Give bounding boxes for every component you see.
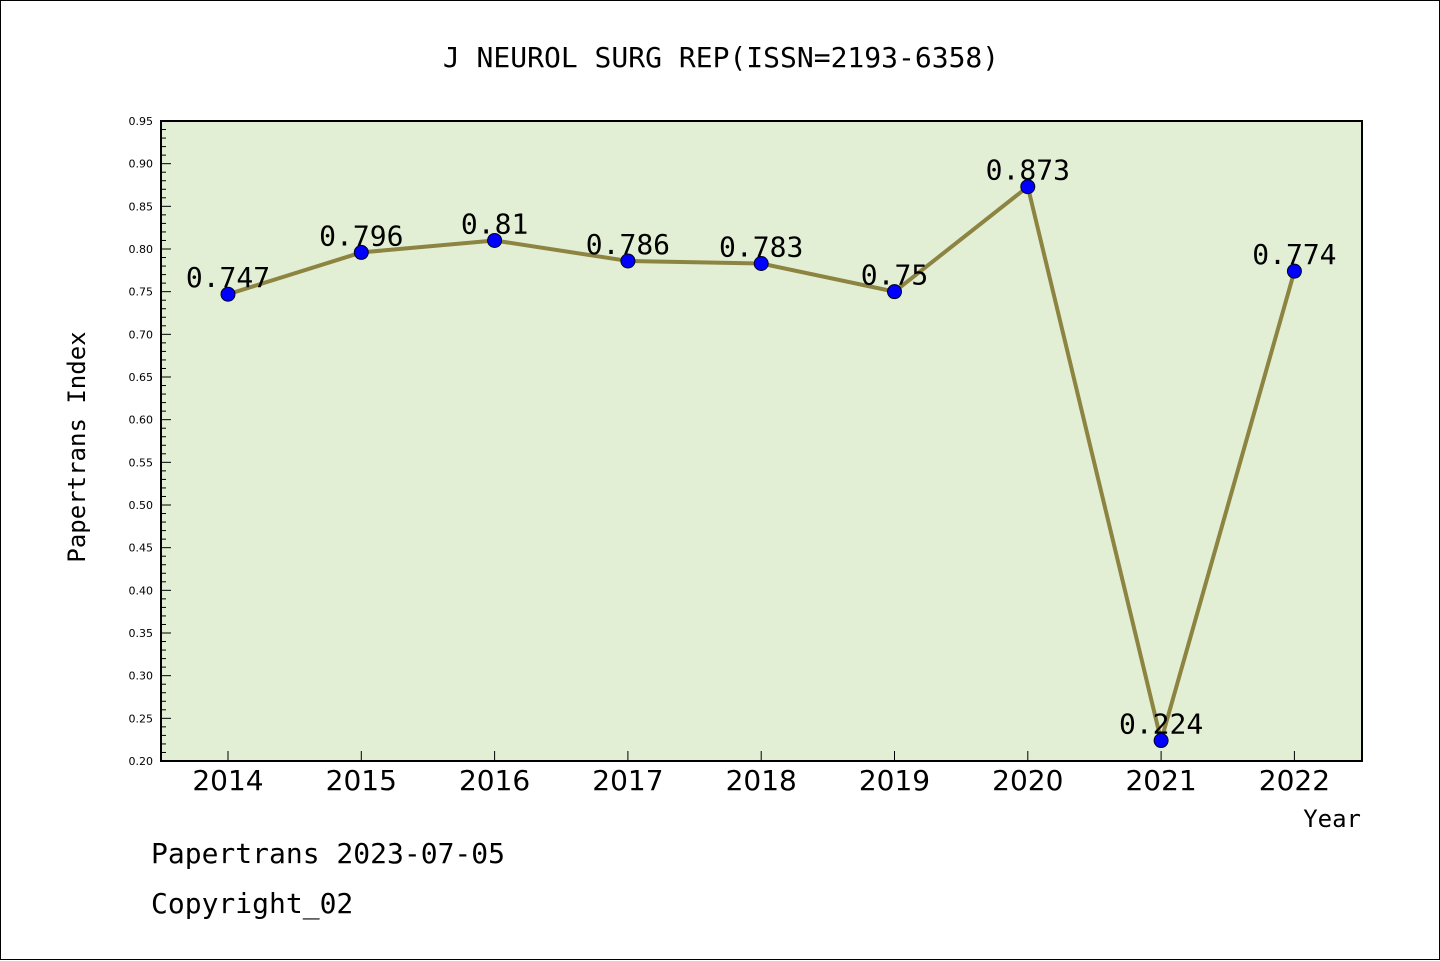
y-tick-label: 0.70 [129,328,154,341]
y-tick-label: 0.50 [129,499,154,512]
x-tick-label: 2018 [726,764,797,797]
plot-area [160,120,1363,762]
y-axis: 0.20 0.25 0.30 0.35 0.40 0.45 0.50 0.55 0.60 0.65… [129,115,171,768]
x-tick-label: 2019 [859,764,930,797]
y-tick-label: 0.35 [129,627,154,640]
y-tick-label: 0.45 [129,542,154,555]
y-tick-label: 0.95 [129,115,154,128]
y-tick-label: 0.60 [129,414,154,427]
footer-copyright: Copyright_02 [151,887,354,920]
x-tick-label: 2015 [326,764,397,797]
y-tick-label: 0.25 [129,712,154,725]
x-tick-label: 2022 [1259,764,1330,797]
data-point [753,256,769,272]
chart-title: J NEUROL SURG REP(ISSN=2193-6358) [443,41,999,74]
data-point [220,286,236,302]
x-tick-label: 2014 [192,764,263,797]
y-tick-label: 0.40 [129,584,154,597]
data-point [487,232,503,248]
series-group: 0.747 0.796 0.81 0.786 0.783 0.75 0.873 0.224 0.… [186,154,1337,749]
data-point [353,244,369,260]
footer-date-line: Papertrans 2023-07-05 [151,837,506,870]
data-label: 0.747 [186,261,270,294]
data-point [1020,179,1036,195]
x-tick-label: 2017 [592,764,663,797]
x-tick-label: 2016 [459,764,530,797]
y-tick-label: 0.85 [129,200,154,213]
y-tick-label: 0.75 [129,286,154,299]
x-tick-label: 2020 [992,764,1063,797]
x-tick-label: 2021 [1125,764,1196,797]
data-point [1286,263,1302,279]
data-label: 0.786 [586,228,670,261]
y-tick-label: 0.65 [129,371,154,384]
data-point [620,253,636,269]
y-tick-label: 0.30 [129,670,154,683]
y-tick-label: 0.20 [129,755,154,768]
y-tick-label: 0.90 [129,158,154,171]
data-label: 0.75 [861,259,928,292]
data-label: 0.224 [1119,708,1203,741]
x-axis: 2014 2015 2016 2017 2018 2019 2020 2021 2022 [192,751,1330,797]
data-point [887,284,902,300]
data-label: 0.796 [319,219,403,252]
y-tick-label: 0.55 [129,456,154,469]
data-label: 0.783 [719,231,803,264]
y-tick-label: 0.80 [129,243,154,256]
data-label: 0.774 [1252,238,1336,271]
y-axis-label: Papertrans Index [63,331,91,562]
data-point [1153,733,1169,749]
data-label: 0.81 [461,207,528,240]
data-label: 0.873 [986,154,1070,187]
x-axis-label: Year [1303,805,1361,833]
